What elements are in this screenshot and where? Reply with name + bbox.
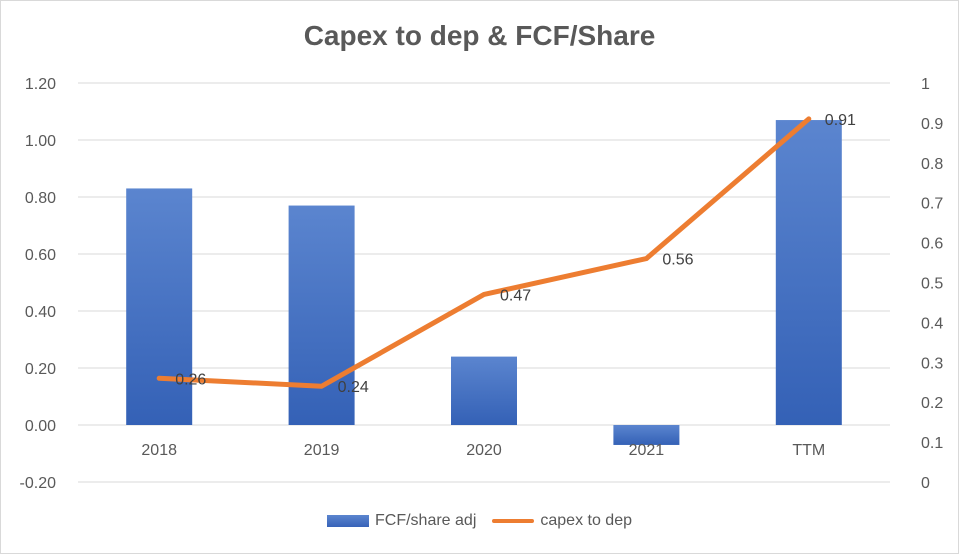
- left-axis-ticks: -0.20 0.00 0.20 0.40 0.60 0.80 1.00 1.20: [20, 76, 57, 492]
- right-tick-label: 0.7: [921, 196, 943, 213]
- legend: FCF/share adj capex to dep: [0, 512, 959, 530]
- legend-label-line: capex to dep: [540, 512, 632, 529]
- left-tick-label: 0.40: [25, 304, 56, 321]
- line-data-label: 0.56: [662, 252, 693, 269]
- category-label: 2018: [141, 442, 177, 459]
- left-tick-label: 0.60: [25, 247, 56, 264]
- legend-label-bar: FCF/share adj: [375, 512, 477, 529]
- left-tick-label: 1.20: [25, 76, 56, 93]
- category-labels: 2018 2019 2020 2021 TTM: [141, 442, 825, 459]
- bar-2018: [126, 188, 193, 425]
- legend-swatch-line: [492, 519, 535, 523]
- left-tick-label: 0.20: [25, 361, 56, 378]
- chart-title: Capex to dep & FCF/Share: [303, 20, 656, 51]
- left-tick-label: 1.00: [25, 133, 56, 150]
- left-tick-label: -0.20: [20, 475, 57, 492]
- right-tick-label: 1: [921, 76, 930, 93]
- legend-swatch-bar: [327, 515, 369, 527]
- legend-item-line: capex to dep: [492, 512, 632, 530]
- right-axis-ticks: 0 0.1 0.2 0.3 0.4 0.5 0.6 0.7 0.8 0.9 1: [921, 76, 943, 492]
- right-tick-label: 0.3: [921, 355, 943, 372]
- category-label: TTM: [792, 442, 825, 459]
- bar-2020: [451, 356, 517, 425]
- line-data-label: 0.24: [338, 379, 369, 396]
- right-tick-label: 0.6: [921, 236, 943, 253]
- category-label: 2020: [466, 442, 502, 459]
- left-tick-label: 0.00: [25, 418, 56, 435]
- category-label: 2021: [629, 442, 665, 459]
- right-tick-label: 0.4: [921, 315, 943, 332]
- line-data-label: 0.91: [825, 112, 856, 129]
- legend-item-bar: FCF/share adj: [327, 512, 476, 530]
- capex-to-dep-line: [156, 116, 812, 389]
- bar-2021: [613, 425, 680, 445]
- left-tick-label: 0.80: [25, 190, 56, 207]
- right-tick-label: 0.2: [921, 395, 943, 412]
- line-data-labels: 0.26 0.24 0.47 0.56 0.91: [175, 112, 856, 396]
- category-label: 2019: [304, 442, 340, 459]
- right-tick-label: 0.9: [921, 116, 943, 133]
- right-tick-label: 0.8: [921, 156, 943, 173]
- line-series: [156, 116, 812, 389]
- line-data-label: 0.47: [500, 287, 531, 304]
- right-tick-label: 0: [921, 475, 930, 492]
- right-tick-label: 0.1: [921, 435, 943, 452]
- line-data-label: 0.26: [175, 371, 206, 388]
- right-tick-label: 0.5: [921, 276, 943, 293]
- bar-ttm: [775, 120, 842, 426]
- bar-series: [126, 120, 842, 445]
